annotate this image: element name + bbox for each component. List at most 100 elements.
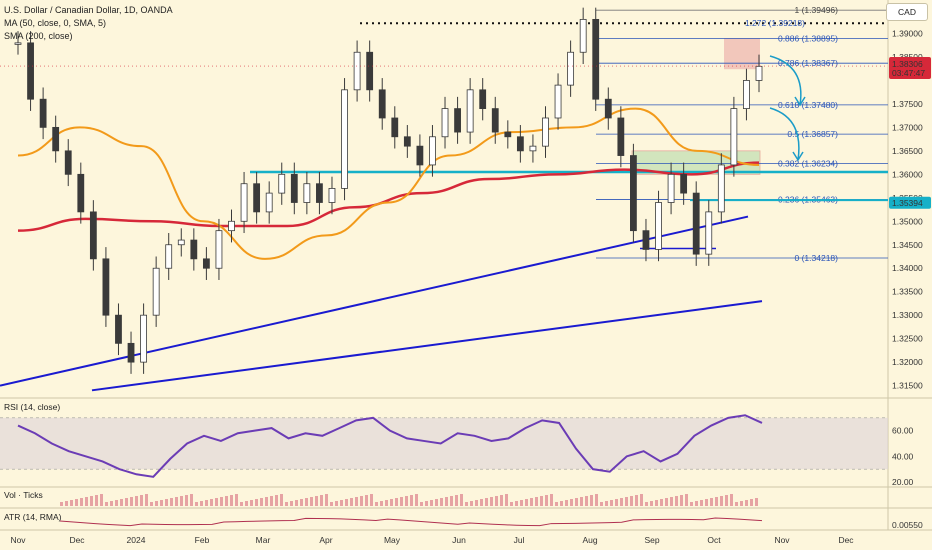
forecast-arrowhead [792,151,804,162]
volume-bar [410,495,413,506]
candle-body [240,183,248,222]
price-tick-label: 1.37500 [892,99,923,109]
rsi-tick-label: 20.00 [892,477,914,487]
candle-body [39,98,47,128]
volume-bar [705,499,708,506]
candle-body [190,239,198,260]
candle-body [341,89,348,189]
atr-line [59,517,763,527]
volume-bar [90,496,93,506]
volume-bar [245,501,248,506]
volume-bar [755,498,758,506]
volume-bar [155,501,158,506]
volume-bar [305,498,308,506]
volume-bar [560,501,563,506]
volume-bar [550,494,553,506]
volume-bar [580,497,583,506]
level-price-value: 1.35394 [892,198,923,208]
volume-bar [620,498,623,506]
volume-bar [220,497,223,506]
volume-bar [335,501,338,506]
volume-bar [205,500,208,506]
volume-bar [350,498,353,506]
candle-body [177,239,185,246]
candle-body [265,192,273,213]
volume-bar [670,497,673,506]
candle-body [366,51,374,91]
time-tick-label: May [384,535,401,545]
volume-bar [70,500,73,506]
volume-bar [260,498,263,506]
volume-bar [135,496,138,506]
volume-bar [280,494,283,506]
price-tick-label: 1.39000 [892,28,923,38]
volume-bar [265,497,268,506]
candle-body [705,211,713,255]
candle-body [290,173,298,203]
price-tick-label: 1.34500 [892,240,923,250]
fib-level-label: 0 (1.34218) [795,253,839,263]
volume-bar [115,500,118,506]
candle-body [592,18,600,100]
candle-body [529,145,537,152]
volume-bar [290,501,293,506]
candle-body [215,230,223,269]
volume-bar [630,496,633,506]
volume-bar [655,500,658,506]
candle-body [680,173,688,194]
volume-bar [495,496,498,506]
volume-bar [130,497,133,506]
volume-bar [360,496,363,506]
volume-bar [365,495,368,506]
candle-body [567,51,575,86]
volume-bar [370,494,373,506]
volume-bar [490,497,493,506]
candle-body [655,202,662,250]
volume-bar [585,496,588,506]
time-tick-label: Dec [69,535,85,545]
fib-level-label: 0.618 (1.37480) [778,100,838,110]
candle-body [165,244,173,269]
time-tick-label: Mar [256,535,271,545]
volume-bar [505,494,508,506]
volume-bar [210,499,213,506]
volume-bar [645,502,648,506]
candle-body [353,51,361,91]
rsi-tick-label: 60.00 [892,426,914,436]
candle-body [416,145,424,166]
candle-body [579,18,587,53]
volume-bar [215,498,218,506]
volume-bar [380,501,383,506]
volume-bar [510,502,513,506]
volume-bar [240,502,243,506]
volume-bar [555,502,558,506]
price-tick-label: 1.36000 [892,169,923,179]
volume-bar [525,499,528,506]
volume-bar [80,498,83,506]
volume-bar [530,498,533,506]
candle-body [755,65,763,81]
last-price-tag [889,57,931,80]
candle-body [554,84,562,119]
candle-body [102,258,110,316]
time-tick-label: Jun [452,535,466,545]
volume-bar [355,497,358,506]
volume-bar [720,496,723,506]
volume-bar [750,499,753,506]
volume-bar [230,495,233,506]
candle-body [542,117,549,147]
volume-bar [660,499,663,506]
volume-bar [515,501,518,506]
fib-level-label: 0.382 (1.36234) [778,158,838,168]
trendline-upper [0,215,749,387]
volume-bar [675,496,678,506]
volume-bar [345,499,348,506]
currency-selector[interactable]: CAD [886,3,928,21]
volume-bar [605,501,608,506]
atr-legend: ATR (14, RMA) [4,512,62,522]
candle-body [429,136,436,166]
candle-body [14,42,22,45]
time-tick-label: Aug [582,535,597,545]
